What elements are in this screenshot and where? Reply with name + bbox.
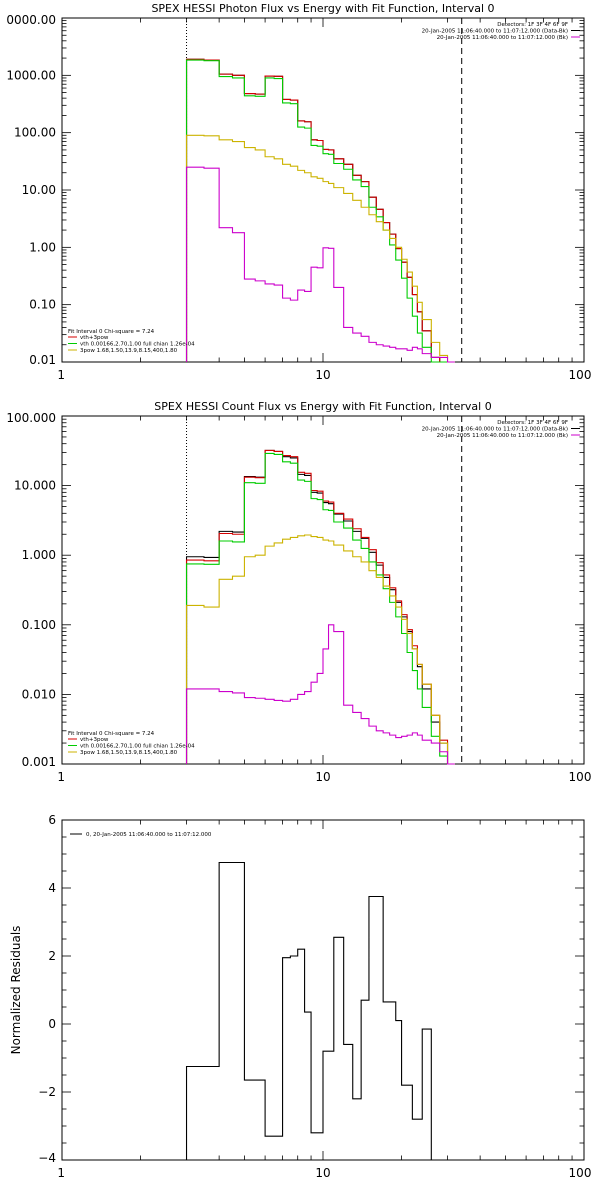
y-tick-label: 100.00 xyxy=(14,126,56,140)
y-tick-label: −2 xyxy=(38,1085,56,1099)
info-line-2: 20-Jan-2005 11:06:40.000 to 11:07:12.000… xyxy=(422,427,568,433)
y-tick-label: 1.00 xyxy=(29,240,56,254)
series-line-4 xyxy=(185,534,455,765)
series-line-1 xyxy=(185,861,440,1161)
y-tick-label: 4 xyxy=(48,881,56,895)
legend-label: vth 0.00166,2.70,1.00 full chian 1.26e-0… xyxy=(80,342,195,348)
y-tick-label: 0.010 xyxy=(22,687,56,701)
x-tick-label: 10 xyxy=(315,770,330,784)
y-tick-label: 1000.00 xyxy=(6,68,56,82)
legend-header: Fit Interval 0 Chi-square = 7.24 xyxy=(68,329,155,335)
series-line-1 xyxy=(185,449,455,765)
series-line-5 xyxy=(185,166,455,363)
y-tick-label: 2 xyxy=(48,949,56,963)
chart-panel-1: SPEX HESSI Photon Flux vs Energy with Fi… xyxy=(6,2,591,382)
y-tick-label: 0 xyxy=(48,1017,56,1031)
chart-title: SPEX HESSI Photon Flux vs Energy with Fi… xyxy=(151,2,494,15)
info-line-1: Detectors: 1F 3F 4F 6F 9F xyxy=(497,22,568,28)
y-tick-label: 100.000 xyxy=(6,411,56,425)
info-line-3: 20-Jan-2005 11:06:40.000 to 11:07:12.000… xyxy=(437,35,568,41)
info-line-2: 20-Jan-2005 11:06:40.000 to 11:07:12.000… xyxy=(422,29,568,35)
legend-label: 0, 20-Jan-2005 11:06:40.000 to 11:07:12.… xyxy=(86,832,212,838)
y-tick-label: 10.000 xyxy=(14,479,56,493)
legend-label: vth+3pow xyxy=(80,335,109,341)
legend-header: Fit Interval 0 Chi-square = 7.24 xyxy=(68,731,155,737)
series-line-4 xyxy=(185,134,455,363)
series-line-3 xyxy=(185,59,455,363)
legend-label: 3pow 1.68,1.50,13.9,8.15,400,1.80 xyxy=(80,750,178,756)
y-tick-label: 1.000 xyxy=(22,548,56,562)
plot-frame xyxy=(61,17,585,363)
x-tick-label: 1 xyxy=(57,770,65,784)
plot-frame xyxy=(61,415,585,765)
x-tick-label: 1 xyxy=(57,1166,65,1180)
legend-label: 3pow 1.68,1.50,13.9,8.15,400,1.80 xyxy=(80,348,178,354)
series-line-2 xyxy=(185,449,455,765)
x-tick-label: 100 xyxy=(569,1166,592,1180)
y-tick-label: 0.10 xyxy=(29,298,56,312)
legend: Fit Interval 0 Chi-square = 7.24vth+3pow… xyxy=(68,731,195,756)
y-tick-label: 0.100 xyxy=(22,618,56,632)
y-tick-label: −4 xyxy=(38,1151,56,1165)
legend-label: vth+3pow xyxy=(80,737,109,743)
y-axis-label: Normalized Residuals xyxy=(9,926,23,1055)
y-tick-label: 0.01 xyxy=(29,353,56,367)
x-tick-label: 100 xyxy=(569,770,592,784)
x-tick-label: 100 xyxy=(569,368,592,382)
y-tick-label: 10.00 xyxy=(22,183,56,197)
legend-label: vth 0.00166,2.70,1.00 full chian 1.26e-0… xyxy=(80,744,195,750)
legend: 0, 20-Jan-2005 11:06:40.000 to 11:07:12.… xyxy=(70,832,212,838)
legend: Fit Interval 0 Chi-square = 7.24vth+3pow… xyxy=(68,329,195,354)
x-tick-label: 10 xyxy=(315,1166,330,1180)
chart-panel-3: Normalized Residuals 1 10 100 6 4 2 0 −2 −4 0, 20-… xyxy=(9,813,591,1180)
info-line-1: Detectors: 1F 3F 4F 6F 9F xyxy=(497,420,568,426)
chart-title: SPEX HESSI Count Flux vs Energy with Fit… xyxy=(154,400,491,413)
series-line-3 xyxy=(185,452,455,765)
info-line-3: 20-Jan-2005 11:06:40.000 to 11:07:12.000… xyxy=(437,433,568,439)
y-tick-label: 0000.00 xyxy=(6,13,56,27)
chart-panel-2: SPEX HESSI Count Flux vs Energy with Fit… xyxy=(6,400,591,784)
x-tick-label: 1 xyxy=(57,368,65,382)
y-tick-label: 6 xyxy=(48,813,56,827)
x-tick-label: 10 xyxy=(315,368,330,382)
y-tick-label: 0.001 xyxy=(22,755,56,769)
series-line-5 xyxy=(185,624,455,765)
